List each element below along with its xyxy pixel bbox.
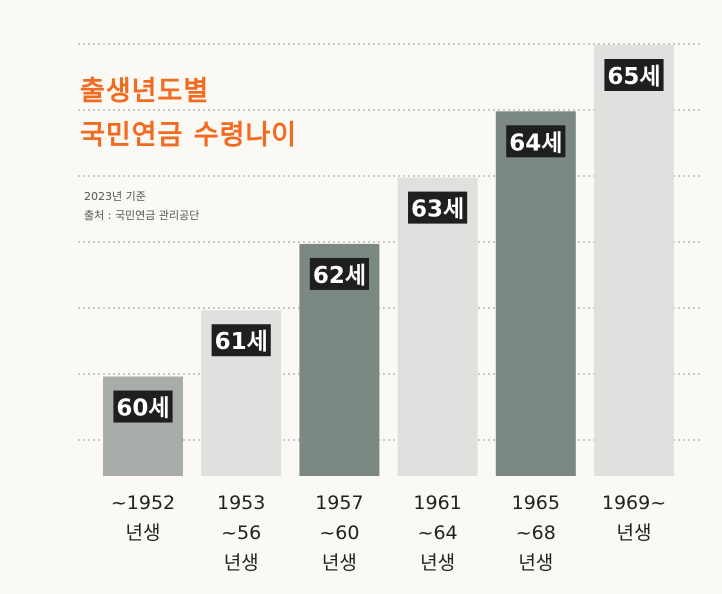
chart-title: 출생년도별 국민연금 수령나이 [80, 76, 298, 151]
value-label-bg [211, 324, 271, 357]
value-label: 62세 [313, 263, 366, 289]
x-tick-label: 1957 ~60 년생 [315, 492, 364, 574]
value-label-bg [506, 125, 566, 158]
value-label: 60세 [116, 396, 169, 422]
x-tick-label: 1953 ~56 년생 [217, 492, 266, 574]
x-tick-label: 1961 ~64 년생 [413, 492, 462, 574]
bar [397, 177, 478, 476]
value-label: 64세 [509, 130, 562, 156]
x-tick-label: ~1952 년생 [110, 492, 176, 544]
x-tick-label: 1965 ~68 년생 [511, 492, 560, 574]
value-label-bg [604, 59, 664, 91]
bar [495, 111, 576, 477]
value-label: 65세 [607, 64, 660, 90]
value-label: 61세 [215, 329, 268, 355]
source: 출처 : 국민연금 관리공단 [84, 209, 200, 222]
value-label-bg [113, 390, 173, 423]
value-label-bg [309, 257, 369, 290]
value-label-bg [408, 191, 468, 224]
value-label: 63세 [411, 197, 464, 223]
subtitle: 2023년 기준 [84, 190, 146, 203]
x-tick-label: 1969~ 년생 [601, 492, 667, 544]
bar [594, 45, 674, 476]
grid [78, 43, 700, 441]
